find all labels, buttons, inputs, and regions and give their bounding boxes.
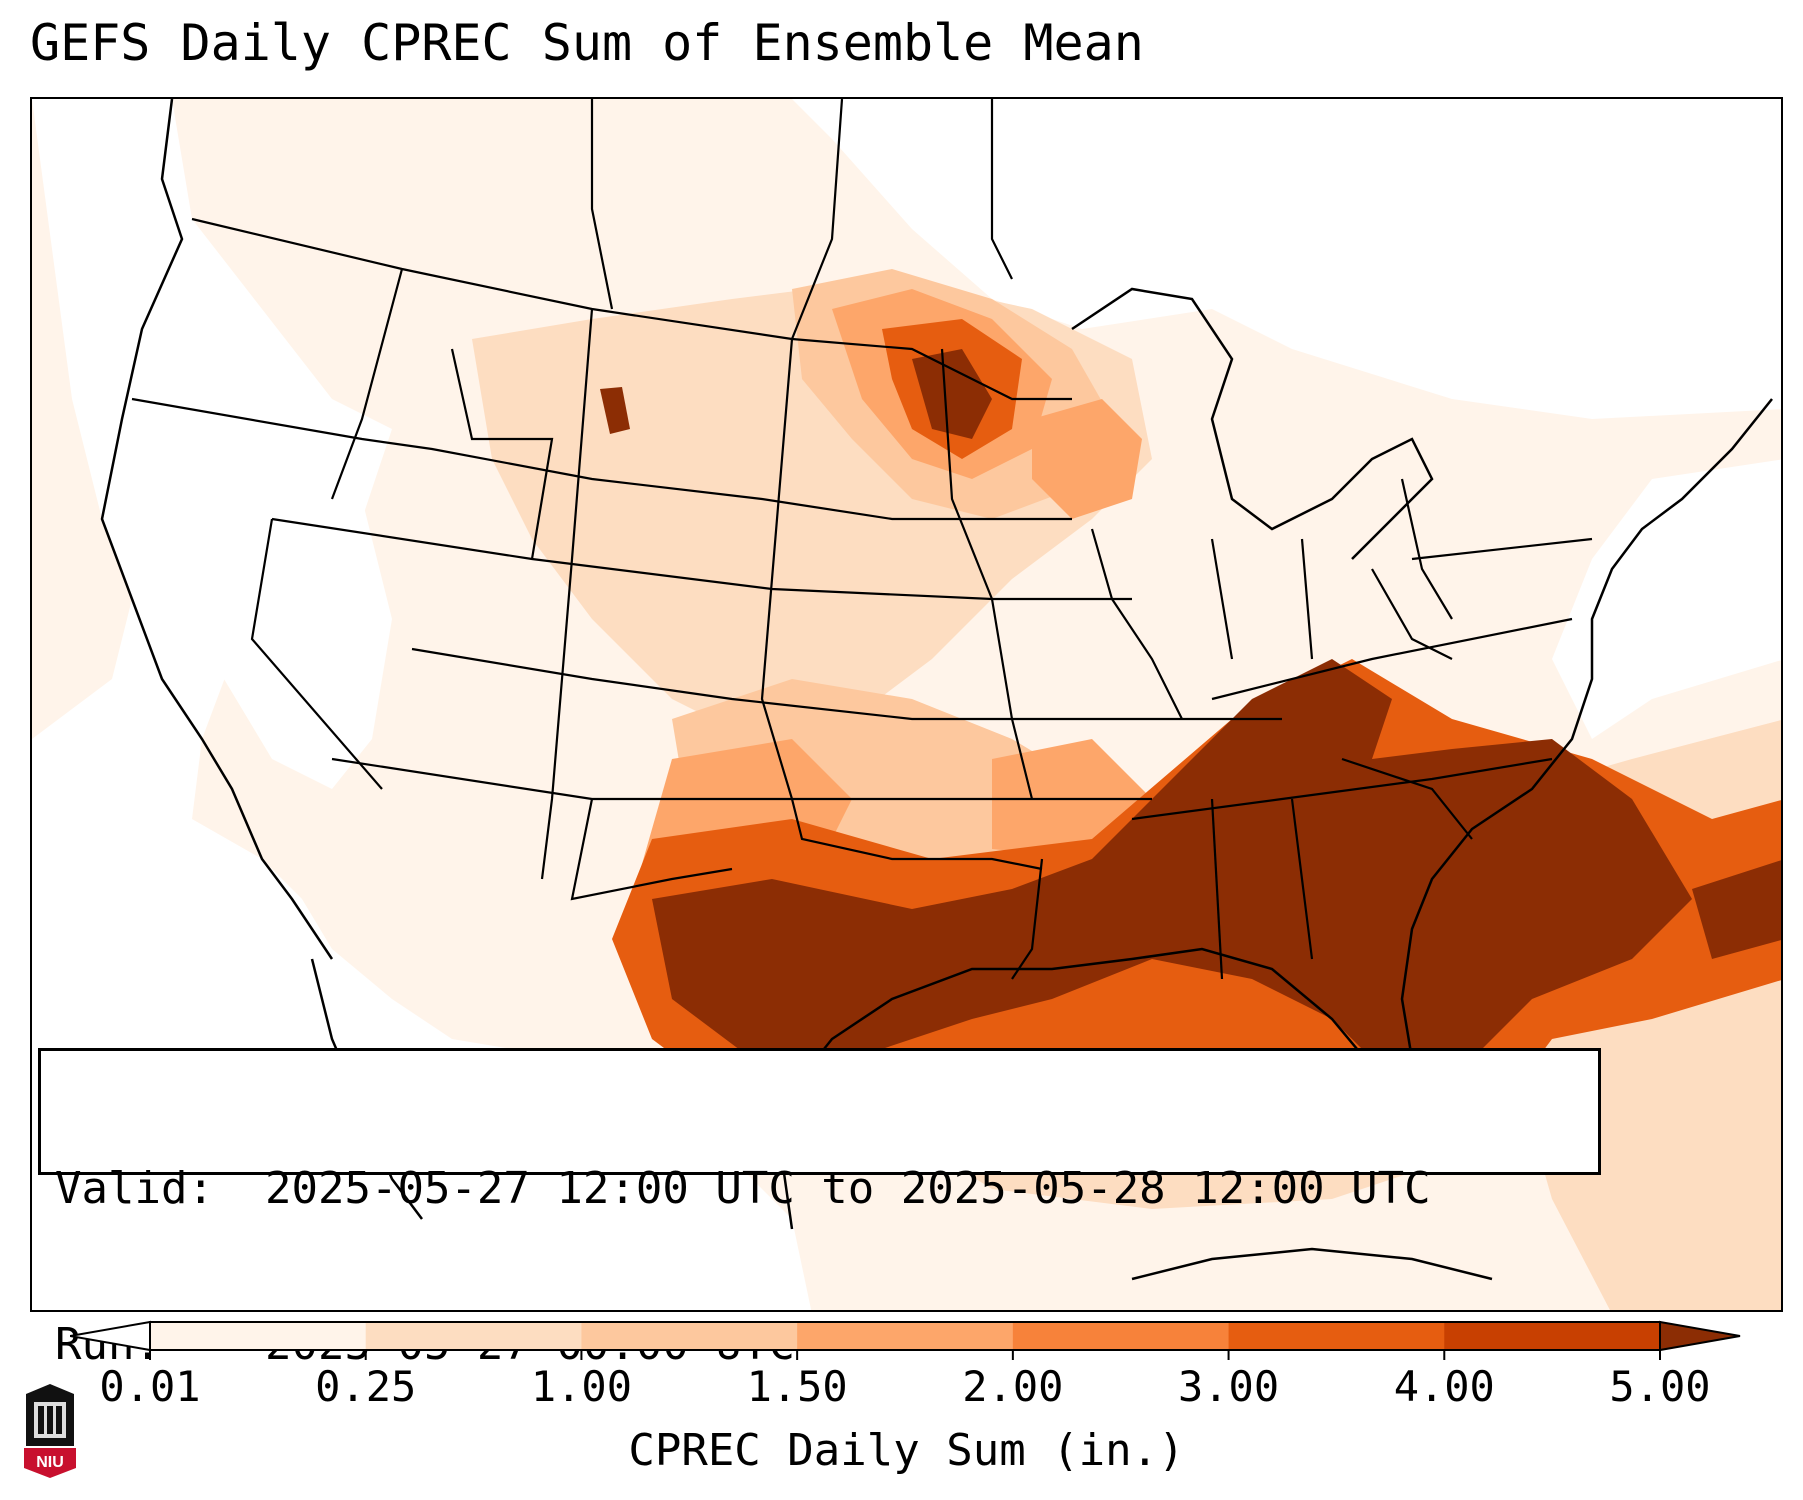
extreme-precip-north-dakota bbox=[912, 349, 992, 439]
colorbar bbox=[70, 1320, 1741, 1360]
extreme-precip-southern-band bbox=[652, 659, 1692, 1079]
heavy-precip-wisconsin bbox=[1032, 399, 1142, 519]
colorbar-segment bbox=[581, 1322, 798, 1350]
colorbar-tick-label: 3.00 bbox=[1177, 1362, 1280, 1411]
coastline-great-lakes bbox=[1071, 287, 1434, 560]
niu-logo-text: NIU bbox=[36, 1454, 64, 1471]
colorbar-tick-label: 0.25 bbox=[315, 1362, 417, 1411]
colorbar-tick-label: 1.50 bbox=[746, 1362, 848, 1411]
colorbar-tick-label: 5.00 bbox=[1609, 1362, 1711, 1411]
state-borders bbox=[131, 99, 1593, 980]
colorbar-segment bbox=[1444, 1322, 1661, 1350]
coastline-west bbox=[100, 99, 334, 960]
dry-region-atlantic bbox=[1552, 459, 1781, 739]
dry-region-canada bbox=[792, 99, 1781, 419]
colorbar-segment bbox=[150, 1322, 367, 1350]
coastline-east bbox=[1400, 398, 1773, 1120]
colorbar-tick-label: 0.01 bbox=[99, 1362, 201, 1411]
dry-region-great-basin bbox=[192, 479, 392, 789]
extreme-precip-wyoming bbox=[600, 387, 630, 434]
colorbar-segment bbox=[365, 1322, 582, 1350]
colorbar-extend-high bbox=[1659, 1320, 1741, 1352]
colorbar-segment bbox=[797, 1322, 1014, 1350]
dry-region-west bbox=[32, 99, 812, 1310]
valid-row: Valid: 2025-05-27 12:00 UTC to 2025-05-28… bbox=[55, 1163, 1584, 1215]
coastline-cuba bbox=[1131, 1247, 1493, 1281]
niu-logo: NIU bbox=[24, 1384, 76, 1478]
colorbar-segment bbox=[1012, 1322, 1230, 1350]
info-box: Valid: 2025-05-27 12:00 UTC to 2025-05-28… bbox=[38, 1048, 1601, 1370]
colorbar-border bbox=[149, 1321, 1661, 1351]
colorbar-label: CPREC Daily Sum (in.) bbox=[628, 1425, 1185, 1476]
colorbar-segment bbox=[1228, 1322, 1445, 1350]
colorbar-tick-label: 2.00 bbox=[962, 1362, 1064, 1411]
colorbar-tick-label: 1.00 bbox=[530, 1362, 632, 1411]
colorbar-extend-low bbox=[70, 1320, 151, 1352]
valid-key: Valid: bbox=[55, 1163, 214, 1214]
colorbar-tick-label: 4.00 bbox=[1393, 1362, 1495, 1411]
valid-value: 2025-05-27 12:00 UTC to 2025-05-28 12:00… bbox=[265, 1163, 1431, 1214]
map-title: GEFS Daily CPREC Sum of Ensemble Mean bbox=[30, 14, 1144, 72]
extreme-precip-atlantic bbox=[1692, 860, 1781, 959]
